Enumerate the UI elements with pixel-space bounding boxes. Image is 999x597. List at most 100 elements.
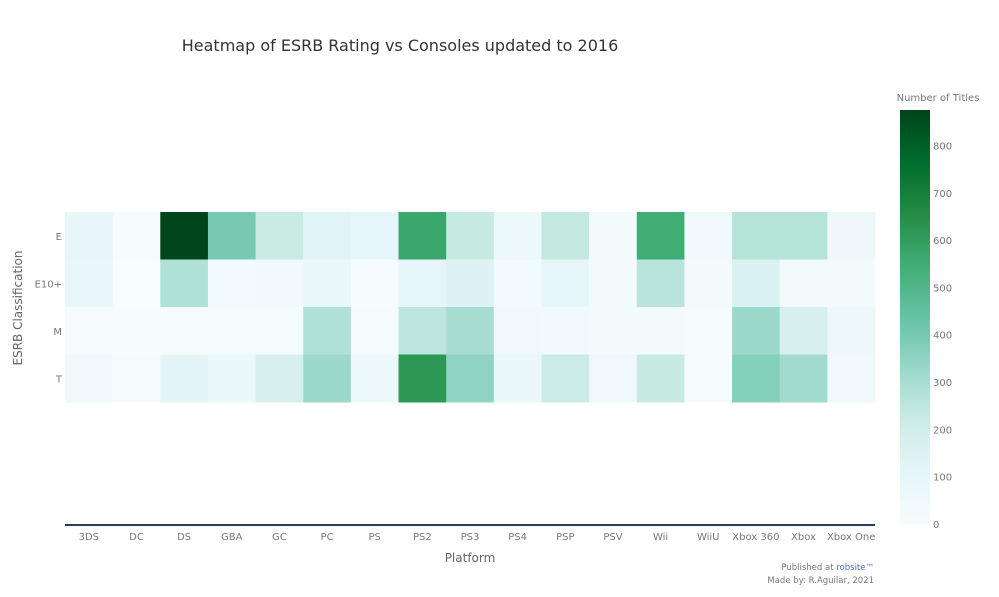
x-tick-label: Xbox 360: [732, 532, 779, 543]
colorbar: [900, 110, 930, 524]
heatmap-cell: [684, 307, 733, 355]
heatmap-cell: [303, 354, 352, 403]
heatmap-cell: [541, 212, 590, 260]
heatmap-cells: [65, 212, 876, 403]
heatmap-cell: [65, 307, 114, 355]
colorbar-tick-label: 100: [933, 473, 952, 484]
heatmap-cell: [827, 212, 876, 260]
heatmap-cell: [779, 212, 828, 260]
heatmap-cell: [350, 259, 400, 308]
heatmap-cell: [732, 212, 781, 260]
colorbar-tick-label: 200: [933, 425, 952, 436]
made-by-credit: Made by: R.Aguilar, 2021: [767, 576, 874, 586]
heatmap-cell: [732, 259, 781, 308]
heatmap-cell: [65, 259, 114, 308]
heatmap-cell: [493, 259, 542, 308]
x-tick-label: PS3: [461, 532, 480, 543]
heatmap-cell: [493, 212, 542, 260]
x-tick-label: Xbox: [791, 532, 816, 543]
heatmap-cell: [636, 259, 685, 308]
heatmap-cell: [636, 307, 685, 355]
x-tick-label: Wii: [653, 532, 668, 543]
heatmap-cell: [398, 259, 447, 308]
heatmap-cell: [684, 212, 733, 260]
heatmap-cell: [636, 354, 685, 403]
heatmap-cell: [827, 259, 876, 308]
heatmap-cell: [207, 259, 257, 308]
colorbar-tick-label: 500: [933, 283, 952, 294]
x-tick-label: PS: [369, 532, 381, 543]
heatmap-cell: [303, 307, 352, 355]
heatmap-cell: [541, 259, 590, 308]
chart-title: Heatmap of ESRB Rating vs Consoles updat…: [182, 36, 619, 55]
heatmap-cell: [255, 259, 304, 308]
colorbar-tick-label: 600: [933, 236, 952, 247]
heatmap-cell: [589, 307, 638, 355]
x-tick-label: PC: [321, 532, 334, 543]
heatmap-cell: [350, 307, 400, 355]
heatmap-cell: [398, 212, 447, 260]
colorbar-tick-label: 300: [933, 378, 952, 389]
heatmap-cell: [446, 212, 495, 260]
x-tick-label: GC: [272, 532, 287, 543]
heatmap-cell: [732, 354, 781, 403]
published-credit: Published at robsite™: [781, 563, 874, 573]
heatmap-cell: [160, 259, 209, 308]
heatmap-cell: [207, 212, 257, 260]
y-tick-label: M: [53, 327, 62, 338]
heatmap-cell: [112, 354, 161, 403]
heatmap-cell: [779, 354, 828, 403]
heatmap-cell: [589, 212, 638, 260]
published-prefix: Published at: [781, 563, 837, 573]
colorbar-title: Number of Titles: [897, 93, 980, 104]
x-tick-label: Xbox One: [827, 532, 875, 543]
heatmap-cell: [684, 354, 733, 403]
y-tick-labels: E E10+ M T: [35, 232, 63, 386]
heatmap-cell: [446, 259, 495, 308]
heatmap-cell: [160, 354, 209, 403]
heatmap-cell: [493, 307, 542, 355]
heatmap-cell: [398, 307, 447, 355]
heatmap-cell: [303, 259, 352, 308]
heatmap-cell: [446, 354, 495, 403]
heatmap-cell: [446, 307, 495, 355]
colorbar-tick-label: 0: [933, 520, 939, 531]
heatmap-cell: [112, 259, 161, 308]
x-tick-label: PS2: [413, 532, 432, 543]
colorbar-tick-label: 700: [933, 189, 952, 200]
heatmap-cell: [112, 307, 161, 355]
heatmap-cell: [493, 354, 542, 403]
heatmap-cell: [589, 354, 638, 403]
x-tick-label: GBA: [221, 532, 243, 543]
heatmap-cell: [65, 354, 114, 403]
heatmap-cell: [350, 354, 400, 403]
x-tick-label: 3DS: [79, 532, 99, 543]
heatmap-cell: [303, 212, 352, 260]
heatmap-cell: [398, 354, 447, 403]
heatmap-cell: [732, 307, 781, 355]
y-tick-label: E: [56, 232, 62, 243]
y-axis-label: ESRB Classification: [11, 251, 25, 366]
heatmap-cell: [589, 259, 638, 308]
heatmap-cell: [827, 307, 876, 355]
x-tick-label: PS4: [508, 532, 527, 543]
heatmap-cell: [779, 259, 828, 308]
heatmap-cell: [160, 307, 209, 355]
heatmap-cell: [207, 354, 257, 403]
y-tick-label: E10+: [35, 279, 62, 290]
published-site-link[interactable]: robsite™: [836, 563, 874, 573]
x-tick-label: DC: [129, 532, 144, 543]
heatmap-cell: [541, 307, 590, 355]
heatmap-cell: [350, 212, 400, 260]
heatmap-cell: [255, 354, 304, 403]
heatmap-cell: [255, 307, 304, 355]
heatmap-cell: [207, 307, 257, 355]
x-axis-label: Platform: [445, 551, 496, 565]
heatmap-cell: [636, 212, 685, 260]
heatmap-cell: [65, 212, 114, 260]
x-tick-labels: 3DS DC DS GBA GC PC PS PS2 PS3 PS4 PSP PSV Wii WiiU Xb…: [79, 532, 876, 543]
colorbar-tick-label: 800: [933, 141, 952, 152]
y-tick-label: T: [55, 374, 63, 385]
heatmap-cell: [684, 259, 733, 308]
